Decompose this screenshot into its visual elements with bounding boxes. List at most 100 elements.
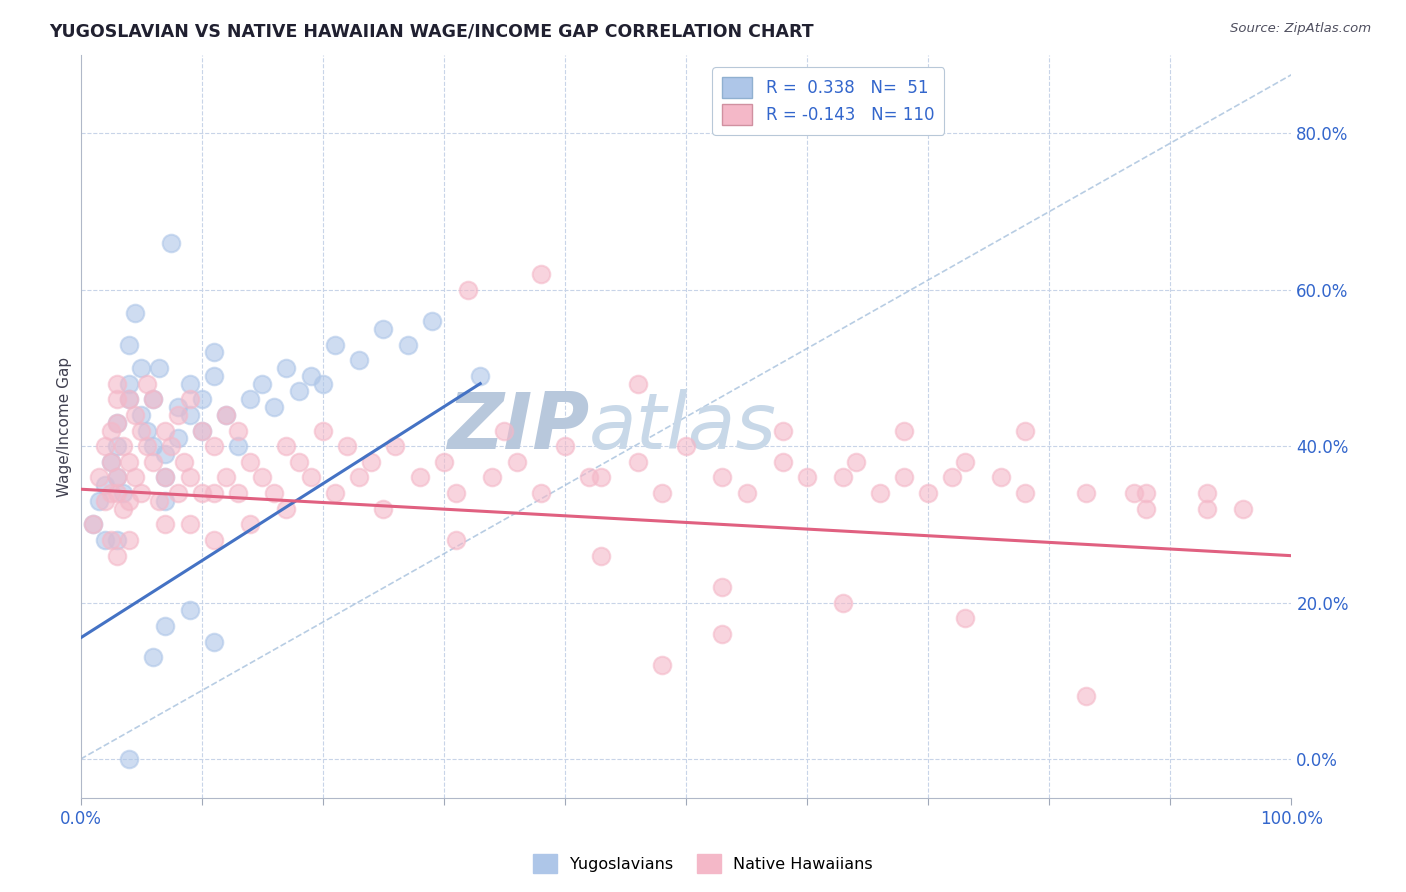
Point — [832, 596, 855, 610]
Point — [129, 486, 152, 500]
Point — [160, 235, 183, 250]
Point — [173, 455, 195, 469]
Point — [941, 470, 963, 484]
Point — [155, 447, 177, 461]
Point — [155, 470, 177, 484]
Point — [155, 619, 177, 633]
Point — [118, 337, 141, 351]
Point — [1074, 690, 1097, 704]
Point — [711, 580, 734, 594]
Point — [444, 486, 467, 500]
Point — [202, 634, 225, 648]
Point — [166, 400, 188, 414]
Point — [1135, 486, 1157, 500]
Point — [155, 424, 177, 438]
Point — [166, 408, 188, 422]
Point — [711, 627, 734, 641]
Point — [190, 486, 212, 500]
Point — [226, 439, 249, 453]
Point — [772, 455, 794, 469]
Point — [179, 392, 201, 407]
Point — [276, 439, 298, 453]
Point — [651, 658, 673, 673]
Point — [312, 376, 335, 391]
Point — [118, 392, 141, 407]
Point — [100, 424, 122, 438]
Point — [373, 322, 395, 336]
Point — [408, 470, 430, 484]
Point — [160, 439, 183, 453]
Point — [675, 439, 697, 453]
Point — [1232, 501, 1254, 516]
Point — [263, 400, 285, 414]
Point — [287, 384, 309, 399]
Point — [239, 517, 262, 532]
Point — [118, 494, 141, 508]
Point — [893, 470, 915, 484]
Point — [591, 470, 613, 484]
Point — [136, 439, 159, 453]
Point — [1195, 486, 1218, 500]
Point — [1195, 501, 1218, 516]
Point — [578, 470, 600, 484]
Point — [190, 424, 212, 438]
Point — [226, 424, 249, 438]
Point — [118, 376, 141, 391]
Point — [953, 611, 976, 625]
Point — [917, 486, 939, 500]
Point — [148, 494, 170, 508]
Point — [118, 392, 141, 407]
Point — [711, 470, 734, 484]
Point — [215, 470, 238, 484]
Point — [142, 455, 165, 469]
Point — [129, 408, 152, 422]
Point — [190, 424, 212, 438]
Point — [336, 439, 359, 453]
Point — [457, 283, 479, 297]
Point — [87, 494, 110, 508]
Point — [155, 517, 177, 532]
Point — [505, 455, 527, 469]
Point — [100, 486, 122, 500]
Point — [1014, 486, 1036, 500]
Point — [82, 517, 104, 532]
Point — [142, 650, 165, 665]
Point — [215, 408, 238, 422]
Point — [299, 368, 322, 383]
Point — [118, 533, 141, 547]
Point — [105, 392, 128, 407]
Point — [142, 439, 165, 453]
Point — [554, 439, 576, 453]
Point — [105, 416, 128, 430]
Point — [530, 486, 553, 500]
Point — [444, 533, 467, 547]
Text: atlas: atlas — [589, 389, 778, 465]
Point — [112, 439, 135, 453]
Point — [105, 486, 128, 500]
Point — [494, 424, 516, 438]
Point — [627, 376, 650, 391]
Point — [94, 478, 117, 492]
Text: ZIP: ZIP — [447, 389, 589, 465]
Point — [226, 486, 249, 500]
Point — [136, 424, 159, 438]
Point — [323, 337, 346, 351]
Point — [869, 486, 891, 500]
Point — [136, 376, 159, 391]
Point — [396, 337, 419, 351]
Point — [1123, 486, 1146, 500]
Point — [252, 376, 274, 391]
Point — [299, 470, 322, 484]
Point — [142, 392, 165, 407]
Point — [166, 431, 188, 445]
Point — [832, 470, 855, 484]
Point — [373, 501, 395, 516]
Point — [1014, 424, 1036, 438]
Point — [591, 549, 613, 563]
Point — [433, 455, 456, 469]
Point — [129, 361, 152, 376]
Point — [239, 455, 262, 469]
Point — [420, 314, 443, 328]
Point — [276, 361, 298, 376]
Point — [94, 533, 117, 547]
